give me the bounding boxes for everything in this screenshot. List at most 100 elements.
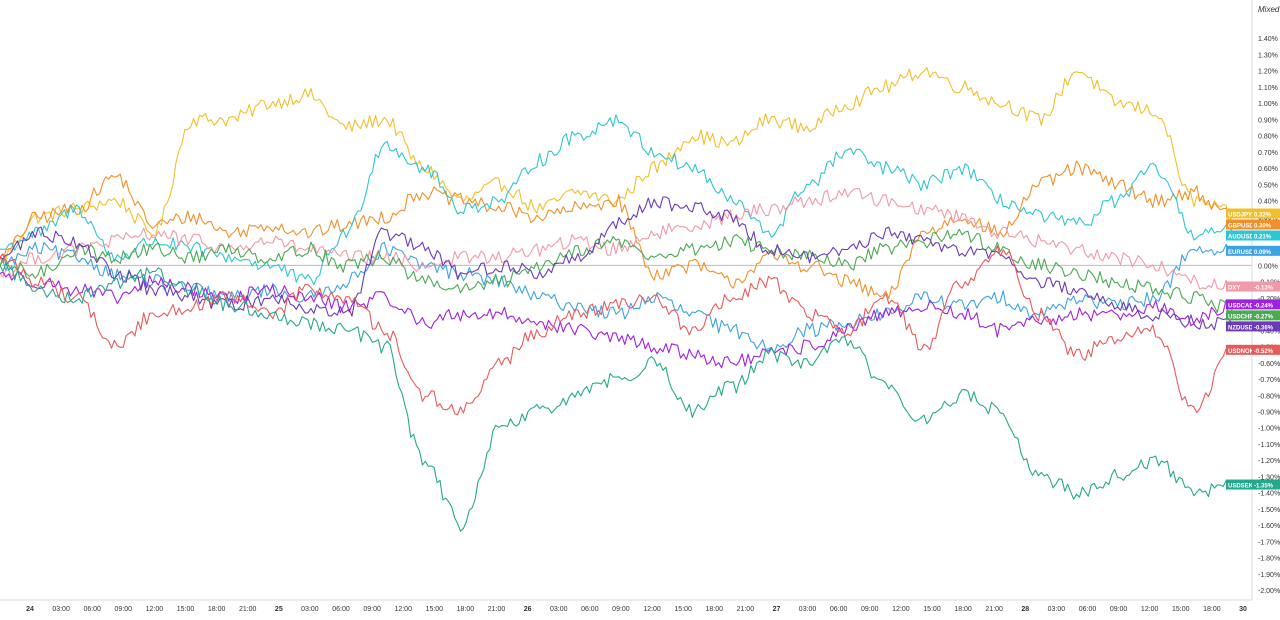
x-tick-label: 15:00: [923, 606, 941, 613]
x-tick-label: 03:00: [550, 606, 568, 613]
x-tick-label: 18:00: [208, 606, 226, 613]
x-tick-label: 21:00: [737, 606, 755, 613]
value-label-box: [1226, 299, 1252, 310]
x-tick-label: 06:00: [332, 606, 350, 613]
x-tick-label: 12:00: [394, 606, 412, 613]
value-label-box: [1252, 245, 1280, 256]
value-label-box: [1226, 310, 1252, 321]
x-tick-label: 12:00: [892, 606, 910, 613]
series-layer: [0, 67, 1233, 532]
value-label-box: [1252, 310, 1280, 321]
x-tick-label: 12:00: [1141, 606, 1159, 613]
y-tick-label: 1.40%: [1258, 36, 1278, 43]
value-label-value: 0.30%: [1254, 223, 1272, 229]
value-label-value: 0.21%: [1254, 234, 1272, 240]
x-tick-label: 26: [524, 606, 532, 613]
series-line-audusd: [0, 114, 1233, 286]
value-label-box: [1252, 299, 1280, 310]
y-tick-label: 0.00%: [1258, 263, 1278, 270]
x-tick-label: 15:00: [1172, 606, 1190, 613]
series-line-gbpusd: [0, 160, 1233, 300]
x-tick-label: 03:00: [52, 606, 70, 613]
y-tick-label: -2.00%: [1258, 588, 1280, 595]
y-tick-label: 1.10%: [1258, 85, 1278, 92]
y-tick-label: -0.40%: [1258, 328, 1280, 335]
value-label-name: USDCHF: [1228, 314, 1253, 320]
value-label-name: USDJPY: [1228, 212, 1252, 218]
y-tick-label: 0.70%: [1258, 150, 1278, 157]
x-tick-label: 09:00: [363, 606, 381, 613]
value-label-usdnok: USDNOK -0.52%: [1226, 344, 1280, 355]
value-label-box: [1226, 281, 1252, 292]
x-tick-label: 18:00: [457, 606, 475, 613]
y-tick-label: -1.20%: [1258, 458, 1280, 465]
y-tick-label: 0.40%: [1258, 199, 1278, 206]
value-label-usdsek: USDSEK -1.35%: [1226, 479, 1280, 490]
series-line-dxy: [0, 188, 1233, 290]
x-axis: 24 03:00 06:00 09:00 12:00 15:00 18:00 21:00 25 0…: [26, 606, 1247, 613]
y-tick-label: -1.10%: [1258, 442, 1280, 449]
x-tick-label: 30: [1239, 606, 1247, 613]
value-label-box: [1252, 344, 1280, 355]
value-label-name: USDCAD: [1228, 303, 1254, 309]
value-label-box: [1252, 208, 1280, 219]
value-label-value: -0.27%: [1254, 314, 1274, 320]
value-label-name: AUDUSD: [1228, 234, 1254, 240]
x-tick-label: 18:00: [1203, 606, 1221, 613]
y-tick-label: -0.80%: [1258, 393, 1280, 400]
series-line-usdjpy: [0, 67, 1233, 260]
value-label-value: -1.35%: [1254, 484, 1274, 490]
series-line-usdcad: [0, 271, 1233, 369]
value-label-audusd: AUDUSD 0.21%: [1226, 230, 1280, 241]
y-tick-label: -1.40%: [1258, 491, 1280, 498]
value-label-name: NZDUSD: [1228, 325, 1254, 331]
x-tick-label: 03:00: [799, 606, 817, 613]
x-tick-label: 18:00: [705, 606, 723, 613]
y-tick-label: 0.90%: [1258, 117, 1278, 124]
y-tick-label: 0.60%: [1258, 166, 1278, 173]
value-label-box: [1226, 321, 1252, 332]
value-label-value: 0.32%: [1254, 212, 1272, 218]
value-label-dxy: DXY -0.13%: [1226, 281, 1280, 292]
y-tick-label: -1.00%: [1258, 426, 1280, 433]
y-tick-label: -0.90%: [1258, 409, 1280, 416]
value-label-value: -0.52%: [1254, 349, 1274, 355]
value-label-name: GBPUSD: [1228, 223, 1254, 229]
x-tick-label: 27: [773, 606, 781, 613]
value-label-box: [1226, 208, 1252, 219]
x-tick-label: 03:00: [1048, 606, 1066, 613]
value-label-box: [1252, 219, 1280, 230]
y-tick-label: -0.60%: [1258, 361, 1280, 368]
x-tick-label: 09:00: [1110, 606, 1128, 613]
series-line-usdsek: [0, 262, 1233, 532]
scale-mode-label[interactable]: Mixed: [1258, 5, 1280, 14]
x-tick-label: 09:00: [861, 606, 879, 613]
value-label-value: -0.13%: [1254, 286, 1274, 292]
y-tick-label: 0.50%: [1258, 182, 1278, 189]
y-tick-label: -1.80%: [1258, 556, 1280, 563]
y-tick-label: 1.00%: [1258, 101, 1278, 108]
x-tick-label: 18:00: [954, 606, 972, 613]
value-label-usdchf: USDCHF -0.27%: [1226, 310, 1280, 321]
value-label-name: USDSEK: [1228, 484, 1254, 490]
value-label-value: 0.09%: [1254, 250, 1272, 256]
y-tick-label: -1.90%: [1258, 572, 1280, 579]
y-tick-label: 1.30%: [1258, 52, 1278, 59]
value-label-box: [1252, 230, 1280, 241]
value-label-nzdusd: NZDUSD -0.36%: [1226, 321, 1280, 332]
x-tick-label: 21:00: [985, 606, 1003, 613]
x-tick-label: 06:00: [581, 606, 599, 613]
value-label-box: [1226, 344, 1252, 355]
y-tick-label: 0.80%: [1258, 134, 1278, 141]
y-tick-label: -1.60%: [1258, 523, 1280, 530]
value-label-gbpusd: GBPUSD 0.30%: [1226, 219, 1280, 230]
value-label-box: [1226, 479, 1252, 490]
value-label-box: [1252, 479, 1280, 490]
value-label-box: [1226, 245, 1252, 256]
y-tick-label: -1.50%: [1258, 507, 1280, 514]
value-label-usdcad: USDCAD -0.24%: [1226, 299, 1280, 310]
value-label-name: EURUSD: [1228, 250, 1254, 256]
y-tick-label: 1.20%: [1258, 69, 1278, 76]
value-label-name: USDNOK: [1228, 349, 1255, 355]
x-tick-label: 09:00: [115, 606, 133, 613]
